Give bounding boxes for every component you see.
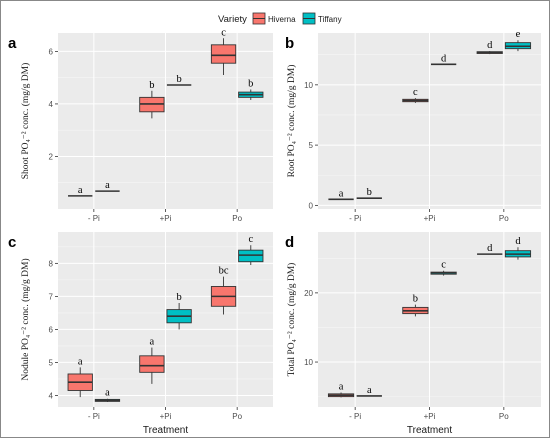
box-tiffany-pi: c [430, 260, 457, 276]
y-tick-label: 8 [49, 259, 54, 268]
y-tick-label: 5 [309, 141, 314, 150]
significance-letter: b [413, 294, 418, 305]
box-hiverna-po: bc [210, 266, 237, 315]
significance-letter: c [441, 260, 446, 271]
box-hiverna-pi: b [139, 80, 165, 119]
y-tick-label: 0 [309, 201, 314, 210]
significance-letter: a [78, 356, 83, 367]
x-tick-label-pi: +Pi [160, 214, 172, 223]
significance-letter: a [105, 180, 110, 191]
panel-tag-b: b [285, 35, 294, 52]
significance-letter: e [516, 29, 521, 40]
x-tick-label-pi: - Pi [88, 412, 100, 421]
significance-letter: b [149, 80, 154, 91]
significance-letter: a [150, 337, 155, 348]
significance-letter: a [105, 388, 110, 399]
panel-d: 10 20 - Pi +Pi Po a b d a c d Total PO₄⁻² conc. (mg… [285, 232, 541, 436]
box-tiffany-pi: a [95, 180, 120, 192]
box-tiffany-pi: a [94, 388, 121, 403]
significance-letter: c [221, 27, 226, 38]
significance-letter: a [339, 188, 344, 199]
box-hiverna-pi: b [402, 294, 429, 317]
y-tick-label: 4 [49, 391, 54, 400]
panel-tag-a: a [8, 35, 17, 52]
box-hiverna-pi: a [67, 356, 93, 398]
x-tick-label-pi: +Pi [424, 214, 436, 223]
y-axis-title: Root PO₄⁻² conc. (mg/g DM) [286, 65, 297, 178]
legend-title: Variety [218, 14, 247, 25]
x-tick-label-pi: - Pi [349, 214, 361, 223]
panel-tag-d: d [285, 234, 294, 251]
box-hiverna-po: c [210, 27, 237, 76]
y-tick-label: 6 [49, 47, 54, 56]
y-tick-label: 20 [304, 289, 313, 298]
y-tick-label: 7 [49, 292, 54, 301]
y-tick-label: 6 [49, 325, 54, 334]
significance-letter: c [413, 87, 418, 98]
significance-letter: d [487, 40, 493, 51]
significance-letter: a [78, 185, 83, 196]
y-tick-label: 4 [49, 100, 54, 109]
significance-letter: a [339, 381, 344, 392]
box-tiffany-pi: b [166, 292, 192, 330]
y-tick-label: 10 [304, 358, 313, 367]
significance-letter: b [248, 78, 253, 89]
box-hiverna-pi: a [68, 185, 93, 197]
panel-a: 2 4 6 - Pi +Pi Po a b c a b b Shoot PO₄⁻² conc. (mg/… [8, 27, 273, 223]
box-iqr [139, 355, 165, 373]
significance-letter: d [487, 243, 493, 254]
x-tick-label-pi: +Pi [160, 412, 172, 421]
y-tick-label: 5 [49, 358, 54, 367]
y-axis-title: Nodule PO₄⁻² conc. (mg/g DM) [20, 258, 31, 380]
box-hiverna-pi: a [327, 381, 355, 398]
box-iqr [238, 249, 264, 263]
box-hiverna-pi: c [402, 87, 429, 103]
significance-letter: d [515, 236, 521, 247]
legend: Variety Hiverna Tiffany [218, 12, 342, 25]
box-tiffany-pi: b [166, 74, 192, 86]
box-hiverna-pi: a [328, 188, 354, 201]
box-hiverna-po: d [476, 40, 503, 55]
significance-letter: b [176, 292, 181, 303]
y-tick-label: 10 [304, 81, 313, 90]
box-tiffany-po: d [504, 236, 532, 260]
significance-letter: b [367, 187, 372, 198]
y-tick-label: 2 [49, 152, 54, 161]
box-tiffany-po: e [504, 29, 532, 52]
panel-tag-c: c [8, 234, 16, 251]
x-tick-label-pi: - Pi [349, 412, 361, 421]
box-tiffany-po: b [238, 78, 264, 100]
y-axis-title: Total PO₄⁻² conc. (mg/g DM) [286, 263, 297, 377]
box-tiffany-po: c [238, 234, 264, 266]
box-hiverna-pi: a [139, 337, 165, 384]
box-hiverna-po: d [477, 243, 503, 255]
x-tick-label-po: Po [232, 214, 242, 223]
legend-label-tiffany: Tiffany [318, 15, 342, 24]
box-tiffany-pi: a [356, 385, 382, 397]
x-axis-title: Treatment [407, 425, 452, 436]
significance-letter: c [248, 234, 253, 245]
x-tick-label-pi: - Pi [88, 214, 100, 223]
x-tick-label-po: Po [499, 412, 509, 421]
box-tiffany-pi: b [356, 187, 382, 199]
significance-letter: b [176, 74, 181, 85]
box-iqr [210, 44, 237, 64]
x-tick-label-po: Po [232, 412, 242, 421]
x-tick-label-pi: +Pi [424, 412, 436, 421]
legend-label-hiverna: Hiverna [268, 15, 296, 24]
y-axis-title: Shoot PO₄⁻² conc. (mg/g DM) [20, 63, 31, 179]
box-tiffany-pi: d [430, 53, 457, 66]
x-tick-label-po: Po [499, 214, 509, 223]
x-axis-title: Treatment [143, 425, 188, 436]
panel-b: 0 5 10 - Pi +Pi Po a c d b d e Root PO₄⁻² conc. (mg/… [285, 29, 541, 223]
significance-letter: d [441, 53, 447, 64]
significance-letter: a [367, 385, 372, 396]
significance-letter: bc [219, 266, 229, 277]
